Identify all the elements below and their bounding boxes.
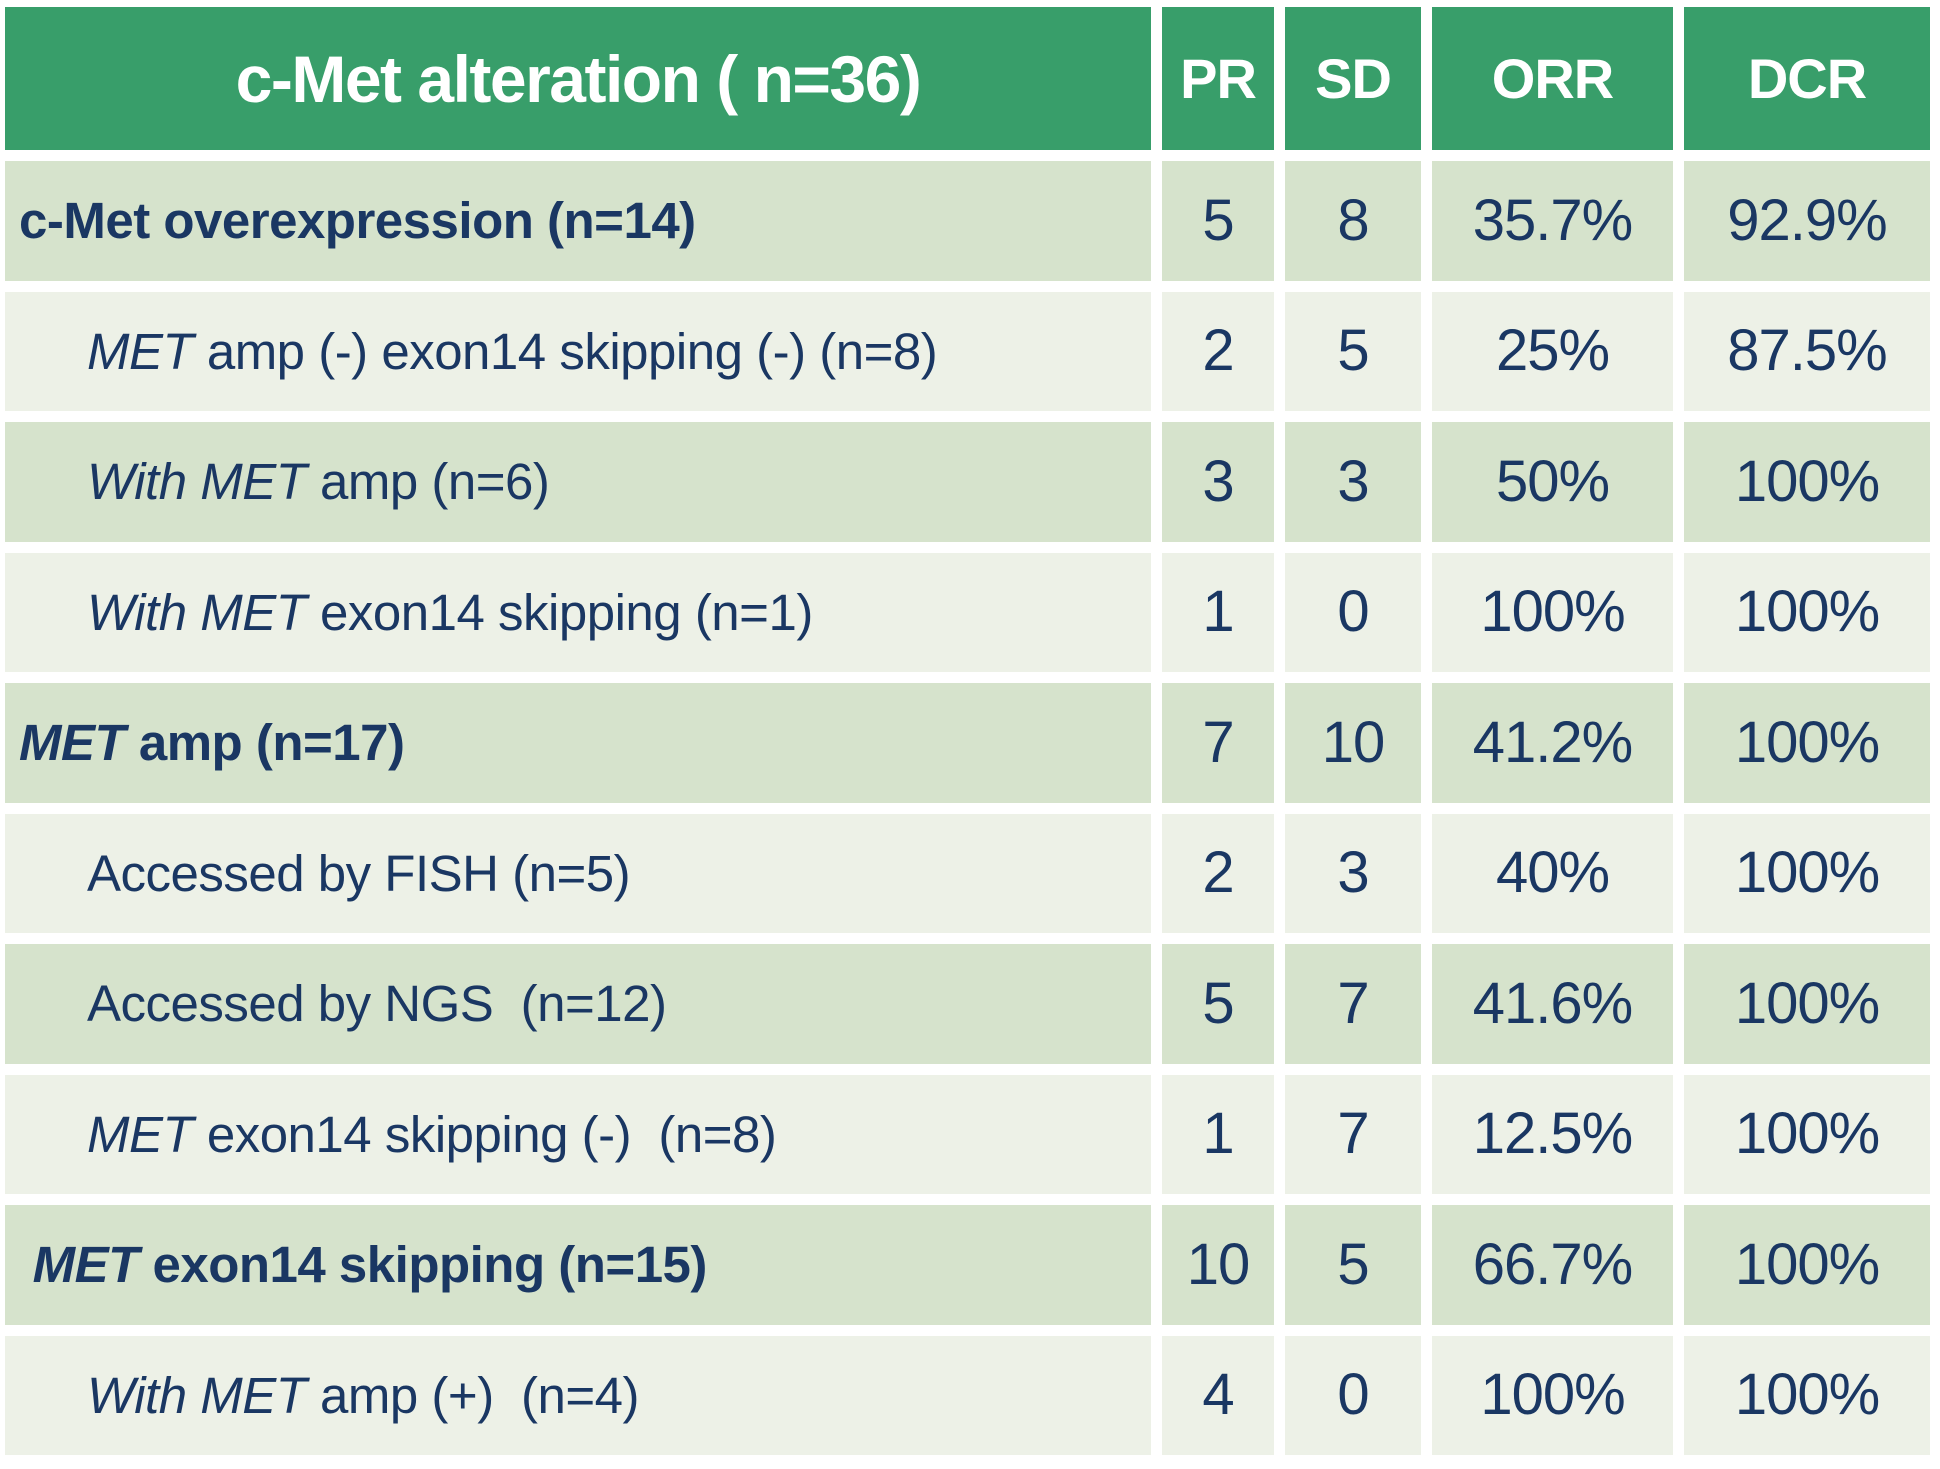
row-9-sd-value: 5 (1285, 1205, 1421, 1325)
label-italic-run: MET (19, 714, 126, 772)
row-10-pr-value: 4 (1162, 1335, 1274, 1455)
column-header-orr: ORR (1432, 7, 1673, 150)
row-4-label: With MET exon14 skipping (n=1) (5, 552, 1151, 672)
row-1-pr-value: 5 (1162, 161, 1274, 281)
row-1-sd-value: 8 (1285, 161, 1421, 281)
row-3-sd-value: 3 (1285, 422, 1421, 542)
row-6-pr-value: 2 (1162, 813, 1274, 933)
row-6-sd-value: 3 (1285, 813, 1421, 933)
label-italic-run: With MET (87, 453, 307, 511)
row-10-dcr-value: 100% (1684, 1335, 1930, 1455)
label-run: amp (-) exon14 skipping (-) (n=8) (193, 322, 938, 380)
row-8-pr-value: 1 (1162, 1074, 1274, 1194)
row-4-sd-value: 0 (1285, 552, 1421, 672)
column-header-pr: PR (1162, 7, 1274, 150)
row-10-label: With MET amp (+) (n=4) (5, 1335, 1151, 1455)
column-header-sd: SD (1285, 7, 1421, 150)
table-title-cell: c-Met alteration ( n=36) (5, 7, 1151, 150)
row-8-label: MET exon14 skipping (-) (n=8) (5, 1074, 1151, 1194)
row-6-label: Accessed by FISH (n=5) (5, 813, 1151, 933)
label-run: amp (n=6) (306, 453, 550, 511)
row-7-pr-value: 5 (1162, 944, 1274, 1064)
row-7-label: Accessed by NGS (n=12) (5, 944, 1151, 1064)
label-run: exon14 skipping (-) (n=8) (193, 1105, 777, 1163)
row-9-pr-value: 10 (1162, 1205, 1274, 1325)
row-2-pr-value: 2 (1162, 291, 1274, 411)
label-italic-run: With MET (87, 1366, 307, 1424)
row-5-dcr-value: 100% (1684, 683, 1930, 803)
row-1-orr-value: 35.7% (1432, 161, 1673, 281)
row-4-pr-value: 1 (1162, 552, 1274, 672)
row-5-label: MET amp (n=17) (5, 683, 1151, 803)
row-4-dcr-value: 100% (1684, 552, 1930, 672)
row-8-orr-value: 12.5% (1432, 1074, 1673, 1194)
row-7-dcr-value: 100% (1684, 944, 1930, 1064)
row-5-orr-value: 41.2% (1432, 683, 1673, 803)
row-3-pr-value: 3 (1162, 422, 1274, 542)
row-1-label: c-Met overexpression (n=14) (5, 161, 1151, 281)
row-4-orr-value: 100% (1432, 552, 1673, 672)
row-9-dcr-value: 100% (1684, 1205, 1930, 1325)
row-3-label: With MET amp (n=6) (5, 422, 1151, 542)
row-10-sd-value: 0 (1285, 1335, 1421, 1455)
row-5-sd-value: 10 (1285, 683, 1421, 803)
label-italic-run: MET (87, 322, 194, 380)
label-italic-run: MET (87, 1105, 194, 1163)
row-7-orr-value: 41.6% (1432, 944, 1673, 1064)
row-9-orr-value: 66.7% (1432, 1205, 1673, 1325)
row-3-orr-value: 50% (1432, 422, 1673, 542)
row-6-orr-value: 40% (1432, 813, 1673, 933)
cmet-alteration-table: c-Met alteration ( n=36) PR SD ORR DCR c… (5, 7, 1930, 1455)
row-6-dcr-value: 100% (1684, 813, 1930, 933)
row-10-orr-value: 100% (1432, 1335, 1673, 1455)
row-2-label: MET amp (-) exon14 skipping (-) (n=8) (5, 291, 1151, 411)
label-run: exon14 skipping (n=1) (306, 583, 813, 641)
row-7-sd-value: 7 (1285, 944, 1421, 1064)
column-header-dcr: DCR (1684, 7, 1930, 150)
row-1-dcr-value: 92.9% (1684, 161, 1930, 281)
label-run: amp (n=17) (125, 714, 405, 772)
label-italic-run: With MET (87, 583, 307, 641)
row-5-pr-value: 7 (1162, 683, 1274, 803)
row-8-sd-value: 7 (1285, 1074, 1421, 1194)
label-run: Accessed by FISH (n=5) (87, 844, 631, 902)
label-italic-run: MET (19, 1236, 140, 1294)
label-run: Accessed by NGS (n=12) (87, 975, 667, 1033)
row-2-orr-value: 25% (1432, 291, 1673, 411)
label-run: c-Met overexpression (n=14) (19, 192, 696, 250)
label-run: amp (+) (n=4) (306, 1366, 639, 1424)
row-9-label: MET exon14 skipping (n=15) (5, 1205, 1151, 1325)
row-2-sd-value: 5 (1285, 291, 1421, 411)
row-8-dcr-value: 100% (1684, 1074, 1930, 1194)
row-3-dcr-value: 100% (1684, 422, 1930, 542)
row-2-dcr-value: 87.5% (1684, 291, 1930, 411)
label-run: exon14 skipping (n=15) (138, 1236, 708, 1294)
